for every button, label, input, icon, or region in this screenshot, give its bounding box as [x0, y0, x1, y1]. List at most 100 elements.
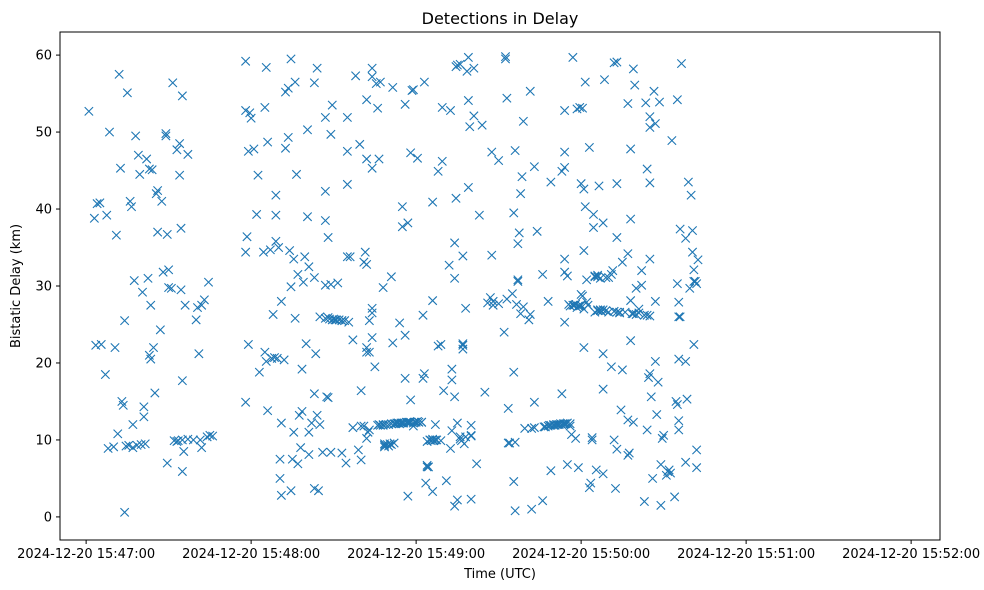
- data-point: [580, 202, 590, 212]
- data-point: [309, 483, 319, 494]
- data-point: [279, 355, 289, 365]
- data-point: [509, 367, 519, 377]
- data-point: [307, 418, 317, 428]
- data-point: [681, 457, 691, 467]
- data-point: [576, 300, 586, 310]
- data-point: [465, 122, 475, 132]
- data-point: [659, 430, 669, 440]
- data-point: [151, 189, 161, 199]
- data-point: [474, 210, 484, 220]
- data-point: [323, 232, 333, 243]
- data-point: [646, 392, 656, 402]
- data-point: [304, 427, 314, 437]
- data-point: [436, 339, 446, 350]
- data-point: [645, 122, 655, 133]
- data-point: [598, 218, 608, 228]
- data-point: [580, 77, 590, 87]
- data-point: [510, 506, 520, 516]
- data-point: [562, 271, 572, 281]
- data-point: [612, 179, 622, 189]
- data-point: [164, 282, 174, 293]
- y-axis-label: Bistatic Delay (km): [9, 224, 24, 348]
- data-point: [485, 292, 495, 303]
- data-point: [417, 417, 427, 427]
- data-point: [645, 369, 655, 379]
- data-point: [400, 330, 410, 340]
- data-point: [309, 78, 319, 88]
- data-point: [293, 269, 303, 280]
- data-point: [463, 52, 473, 62]
- y-tick-label: 40: [35, 203, 52, 218]
- data-point: [637, 280, 647, 290]
- data-point: [342, 112, 352, 123]
- data-point: [630, 80, 640, 90]
- data-point: [302, 125, 313, 135]
- data-point: [408, 85, 418, 95]
- data-point: [320, 186, 330, 196]
- data-point: [507, 289, 517, 299]
- data-point: [315, 419, 325, 430]
- data-point: [245, 108, 255, 118]
- data-point: [461, 303, 471, 313]
- data-point: [487, 147, 497, 157]
- data-point: [191, 315, 201, 325]
- data-point: [586, 478, 596, 488]
- data-point: [642, 310, 652, 320]
- data-point: [637, 266, 647, 276]
- data-point: [674, 416, 684, 426]
- data-point: [469, 111, 479, 121]
- data-point: [367, 332, 377, 343]
- data-point: [693, 255, 703, 265]
- data-point: [242, 232, 252, 242]
- data-point: [175, 139, 185, 149]
- data-point: [326, 279, 336, 290]
- data-point: [275, 473, 285, 484]
- data-point: [591, 465, 601, 475]
- data-point: [513, 276, 523, 286]
- data-point: [517, 172, 527, 182]
- data-point: [674, 425, 684, 435]
- data-point: [527, 423, 537, 433]
- data-point: [674, 297, 684, 307]
- y-tick-label: 30: [35, 280, 52, 295]
- data-point: [667, 135, 677, 146]
- data-point: [195, 435, 205, 445]
- data-point: [258, 247, 269, 257]
- data-point: [114, 69, 124, 79]
- data-point: [692, 279, 702, 289]
- data-point: [579, 342, 589, 353]
- data-point: [546, 466, 556, 476]
- data-point: [571, 433, 581, 443]
- data-point: [356, 455, 366, 465]
- data-point: [118, 400, 128, 410]
- data-point: [95, 198, 105, 208]
- data-point: [177, 466, 187, 477]
- x-tick-label: 2024-12-20 15:50:00: [512, 547, 650, 562]
- data-point: [367, 308, 377, 318]
- data-point: [419, 77, 429, 87]
- data-point: [312, 63, 322, 73]
- data-point: [510, 145, 520, 156]
- data-point: [166, 283, 176, 293]
- data-point: [466, 494, 476, 504]
- data-point: [626, 144, 636, 154]
- data-point: [313, 486, 324, 496]
- data-point: [606, 362, 616, 372]
- data-point: [177, 91, 187, 101]
- data-point: [469, 63, 479, 73]
- data-point: [162, 229, 172, 240]
- data-point: [594, 181, 604, 191]
- data-point: [529, 397, 539, 407]
- data-point: [362, 342, 372, 353]
- data-point: [499, 327, 509, 337]
- data-point: [337, 448, 347, 458]
- data-point: [623, 249, 633, 259]
- data-point: [579, 184, 589, 194]
- data-point: [362, 95, 372, 105]
- x-tick-label: 2024-12-20 15:48:00: [182, 547, 320, 562]
- data-point: [276, 490, 286, 500]
- data-point: [588, 222, 599, 233]
- data-point: [610, 483, 621, 494]
- data-point: [286, 486, 296, 496]
